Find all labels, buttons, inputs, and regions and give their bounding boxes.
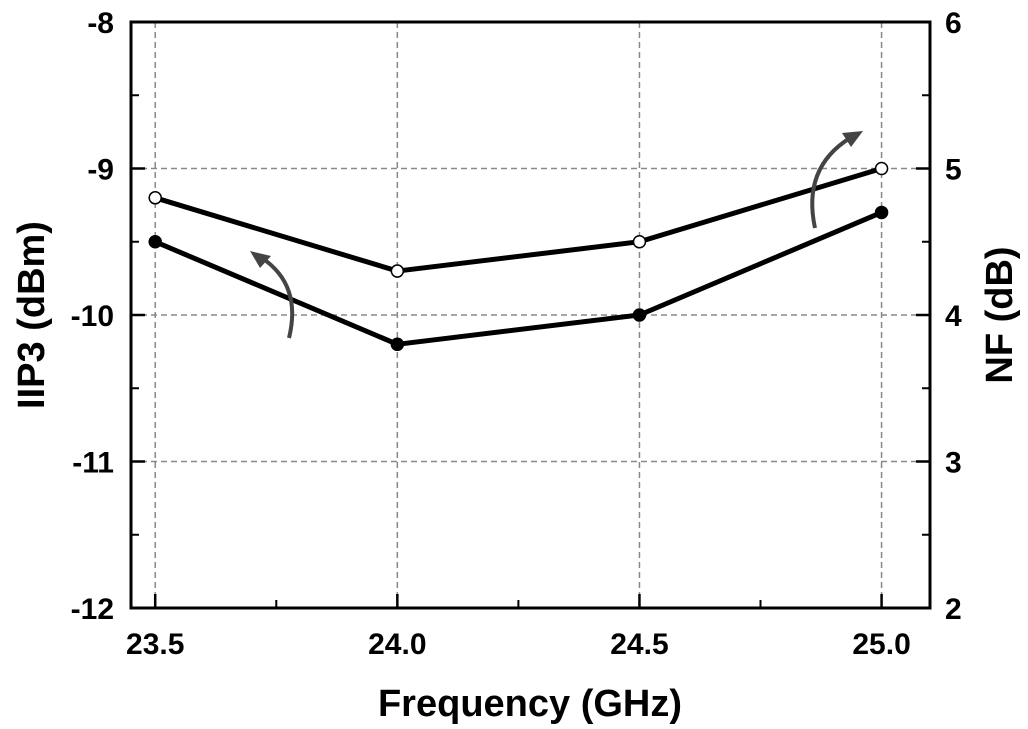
y-left-tick-label: -12	[71, 593, 114, 626]
annotation-arrows	[250, 131, 863, 339]
x-tick-label: 24.0	[368, 628, 426, 661]
x-axis-title: Frequency (GHz)	[378, 683, 682, 725]
y-right-tick-label: 3	[945, 447, 962, 480]
tick-labels: 23.5 24.0 24.5 25.0 -12 -11 -10 -9 -8 2 3 4 5 6	[71, 7, 962, 661]
data-points	[148, 161, 889, 352]
series-lines	[154, 166, 883, 347]
open-circle-marker	[632, 235, 647, 249]
series-line-2	[154, 166, 883, 274]
axes-ticks	[131, 20, 930, 610]
arrow-shaft-left	[260, 256, 295, 339]
y-left-tick-label: -10	[71, 300, 114, 333]
filled-circle-marker	[632, 308, 647, 322]
x-tick-label: 24.5	[610, 628, 668, 661]
y-right-tick-label: 2	[945, 593, 962, 626]
arrow-head-right	[842, 131, 863, 147]
y-right-tick-label: 6	[945, 7, 962, 40]
filled-circle-marker	[390, 337, 405, 352]
filled-circle-marker	[874, 205, 889, 220]
grid	[131, 22, 930, 608]
open-circle-marker	[874, 161, 889, 176]
x-tick-label: 23.5	[126, 628, 184, 661]
arrow-head-left	[250, 251, 271, 268]
y-right-tick-label: 4	[945, 300, 962, 333]
y-left-tick-label: -9	[87, 154, 114, 187]
y-axis-title-left: IIP3 (dBm)	[11, 221, 53, 409]
y-axis-title-right: NF (dB)	[979, 246, 1021, 383]
y-left-tick-label: -11	[72, 447, 114, 480]
open-circle-marker	[148, 191, 162, 205]
filled-circle-marker	[148, 235, 162, 249]
y-right-tick-label: 5	[945, 154, 962, 187]
series-line-1	[154, 210, 883, 347]
x-tick-label: 25.0	[852, 628, 910, 661]
plot-frame	[129, 20, 932, 610]
open-circle-marker	[390, 264, 405, 278]
arrow-shaft-right	[810, 136, 852, 229]
y-left-tick-label: -8	[87, 7, 114, 40]
